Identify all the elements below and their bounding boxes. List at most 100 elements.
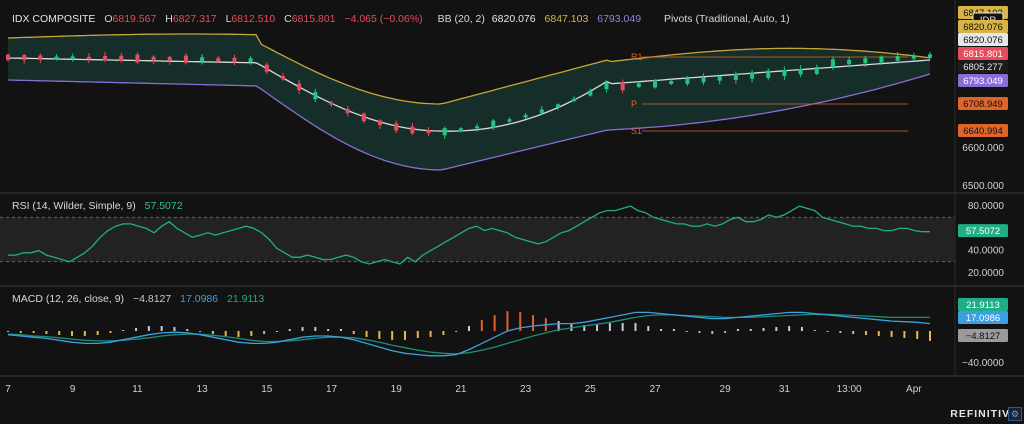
- bb-upper-line: [7, 33, 931, 105]
- rsi-value: 57.5072: [144, 200, 183, 212]
- bb-lower-tag: 6793.049: [963, 76, 1003, 87]
- macd-last-tag-bg: [958, 311, 1008, 324]
- hist-last-tag: −4.8127: [966, 331, 1001, 342]
- rsi-tick-label: 80.0000: [968, 201, 1005, 212]
- signal-value: 21.9113: [227, 293, 265, 305]
- bollinger-band-fill: [8, 34, 930, 170]
- x-tick-label: 9: [70, 384, 76, 395]
- candle-body: [604, 82, 609, 90]
- candle-body: [588, 90, 593, 96]
- candle-body: [442, 128, 447, 136]
- candle-body: [103, 55, 108, 61]
- candle-body: [620, 82, 625, 91]
- bb-middle-line: [7, 57, 931, 132]
- pivot-p-tag-bg: [958, 97, 1008, 110]
- candle-body: [750, 72, 755, 79]
- candle-body: [135, 54, 140, 63]
- pivot-s1-tag: 6640.994: [963, 126, 1003, 137]
- candle-body: [151, 56, 156, 61]
- signal-last-tag: 21.9113: [966, 300, 1000, 311]
- bb-mid-tag-bg: [958, 33, 1008, 46]
- rsi-last-tag-bg: [958, 224, 1008, 238]
- refinitiv-logo: REFINITIV: [950, 408, 1010, 420]
- pivot-label-p: P: [631, 99, 637, 109]
- candle-body: [329, 102, 334, 105]
- bb-upper-tag-2: 6820.076: [963, 22, 1003, 33]
- rsi-last-tag: 57.5072: [966, 226, 1000, 237]
- candle-body: [911, 55, 916, 59]
- x-tick-label: 21: [455, 384, 467, 395]
- candle-body: [572, 98, 577, 102]
- candle-body: [216, 58, 221, 62]
- rsi-line: [8, 205, 930, 265]
- candle-body: [167, 56, 172, 61]
- ohlc-values: O6819.567 H6827.317 L6812.510 C6815.801 …: [104, 13, 423, 25]
- candle-body: [475, 126, 480, 129]
- hist-last-tag-bg: [958, 329, 1008, 342]
- candle-body: [830, 59, 835, 68]
- candle-body: [394, 123, 399, 131]
- symbol-label[interactable]: IDX COMPOSITE: [12, 13, 96, 25]
- x-tick-label: 13: [197, 384, 209, 395]
- candle-body: [86, 56, 91, 60]
- macd-line: [7, 311, 931, 357]
- x-tick-label: Apr: [906, 384, 922, 395]
- signal-line: [7, 313, 930, 355]
- candle-body: [378, 120, 383, 126]
- candle-body: [733, 73, 738, 80]
- bb-legend[interactable]: BB (20, 2) 6820.076 6847.103 6793.049: [437, 13, 642, 25]
- macd-hist-value: −4.8127: [132, 293, 172, 305]
- candle-body: [280, 75, 285, 80]
- candle-body: [766, 70, 771, 78]
- candle-body: [345, 108, 350, 114]
- x-tick-label: 15: [261, 384, 273, 395]
- x-tick-label: 11: [132, 384, 143, 395]
- last-price-tag-bg: [958, 47, 1008, 60]
- candle-body: [361, 113, 366, 122]
- candle-body: [410, 126, 415, 134]
- pivot-label-r1: R1: [631, 52, 643, 62]
- pivot-p-tag: 6708.949: [963, 99, 1003, 110]
- candle-body: [717, 76, 722, 81]
- pivot-r1-tag-bg: [958, 60, 1008, 73]
- x-tick-label: 31: [779, 384, 791, 395]
- rsi-band-fill: [0, 217, 955, 262]
- price-header: IDX COMPOSITE O6819.567 H6827.317 L6812.…: [12, 13, 796, 25]
- candle-body: [669, 80, 674, 84]
- candle-body: [507, 119, 512, 122]
- candle-body: [928, 54, 932, 58]
- candle-body: [636, 83, 641, 87]
- bb-upper-tag-2-bg: [958, 20, 1008, 33]
- candle-body: [458, 128, 463, 132]
- candle-body: [6, 54, 10, 61]
- x-tick-label: 25: [585, 384, 597, 395]
- candle-body: [38, 55, 43, 60]
- last-price-tag: 6815.801: [963, 49, 1003, 60]
- bb-lower-tag-bg: [958, 74, 1008, 87]
- gear-icon[interactable]: ⚙: [1008, 407, 1022, 421]
- pivot-label-s1: S1: [631, 126, 642, 136]
- rsi-label[interactable]: RSI (14, Wilder, Simple, 9): [12, 200, 136, 212]
- candle-body: [232, 57, 237, 63]
- macd-header: MACD (12, 26, close, 9) −4.8127 17.0986 …: [12, 293, 270, 305]
- macd-label[interactable]: MACD (12, 26, close, 9): [12, 293, 125, 305]
- pivots-legend[interactable]: Pivots (Traditional, Auto, 1): [663, 13, 790, 25]
- x-tick-label: 27: [649, 384, 661, 395]
- pivot-s1-tag-bg: [958, 124, 1008, 137]
- candle-body: [814, 66, 819, 74]
- price-tick-label: 6600.000: [962, 143, 1004, 154]
- candle-body: [539, 109, 544, 114]
- bb-lower-line: [7, 73, 931, 171]
- rsi-tick-label: 20.0000: [968, 268, 1005, 279]
- macd-value: 17.0986: [180, 293, 219, 305]
- signal-last-tag-bg: [958, 298, 1008, 311]
- candle-body: [313, 92, 318, 100]
- candle-body: [879, 56, 884, 63]
- candle-body: [183, 55, 188, 63]
- candle-body: [798, 69, 803, 75]
- rsi-header: RSI (14, Wilder, Simple, 9) 57.5072: [12, 200, 189, 212]
- price-tick-label: 6500.000: [962, 181, 1004, 192]
- bb-mid-tag: 6820.076: [963, 35, 1003, 46]
- candle-body: [70, 56, 75, 60]
